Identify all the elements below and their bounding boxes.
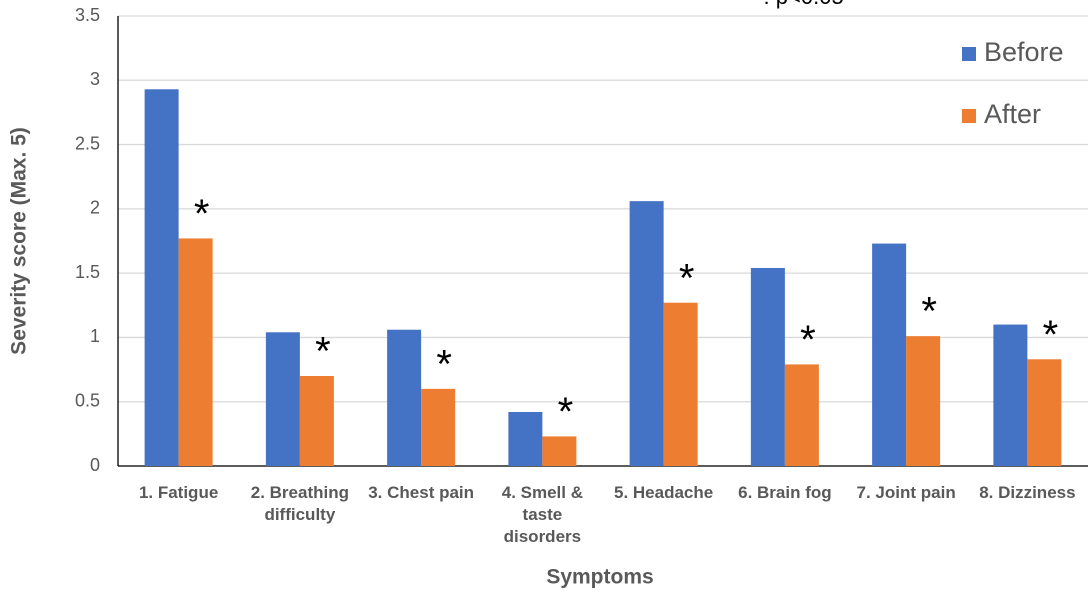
significance-label: *	[679, 256, 695, 300]
bar	[421, 388, 456, 466]
bar	[663, 302, 698, 466]
x-tick-label: 3. Chest pain	[368, 483, 475, 502]
bar	[542, 436, 577, 466]
bar	[178, 238, 213, 466]
y-tick-label: 0.5	[75, 390, 100, 410]
bar	[144, 89, 179, 467]
y-tick-label: 3	[90, 69, 100, 89]
y-axis-label: Severity score (Max. 5)	[8, 127, 31, 355]
bar	[906, 336, 941, 466]
y-tick-label: 1	[90, 326, 100, 346]
y-tick-label: 0	[90, 455, 100, 475]
y-tick-label: 3.5	[75, 5, 100, 25]
significance-label: *	[800, 318, 816, 362]
legend-swatch	[962, 109, 976, 123]
legend-label: Before	[984, 37, 1064, 67]
bar	[1027, 359, 1062, 466]
legend-label: After	[984, 99, 1041, 129]
significance-label: *	[194, 192, 210, 236]
significance-label: *	[436, 342, 452, 386]
bar	[629, 201, 664, 466]
bar	[993, 324, 1028, 466]
bar	[750, 268, 785, 466]
bar	[784, 364, 819, 466]
bar	[508, 412, 543, 466]
significance-label: *	[1043, 313, 1059, 357]
legend-swatch	[962, 47, 976, 61]
y-tick-label: 1.5	[75, 262, 100, 282]
y-tick-label: 2	[90, 198, 100, 218]
bar	[265, 332, 300, 466]
note: *: p<0.05	[755, 0, 844, 9]
x-tick-label: 4. Smell & taste disorders	[501, 483, 583, 546]
x-axis-label: Symptoms	[546, 566, 653, 589]
x-tick-label: 8. Dizziness	[979, 483, 1076, 502]
x-tick-label: 7. Joint pain	[856, 483, 956, 502]
x-tick-label: 5. Headache	[614, 483, 714, 502]
x-tick-label: 6. Brain fog	[738, 483, 832, 502]
significance-label: *	[315, 330, 331, 374]
bar	[387, 329, 422, 466]
x-tick-label: 1. Fatigue	[138, 483, 219, 502]
bar	[872, 243, 907, 466]
bar	[299, 376, 334, 466]
significance-label: *	[921, 290, 937, 334]
x-tick-label: 2. Breathing difficulty	[250, 483, 349, 524]
significance-label: *	[558, 390, 574, 434]
y-tick-label: 2.5	[75, 133, 100, 153]
